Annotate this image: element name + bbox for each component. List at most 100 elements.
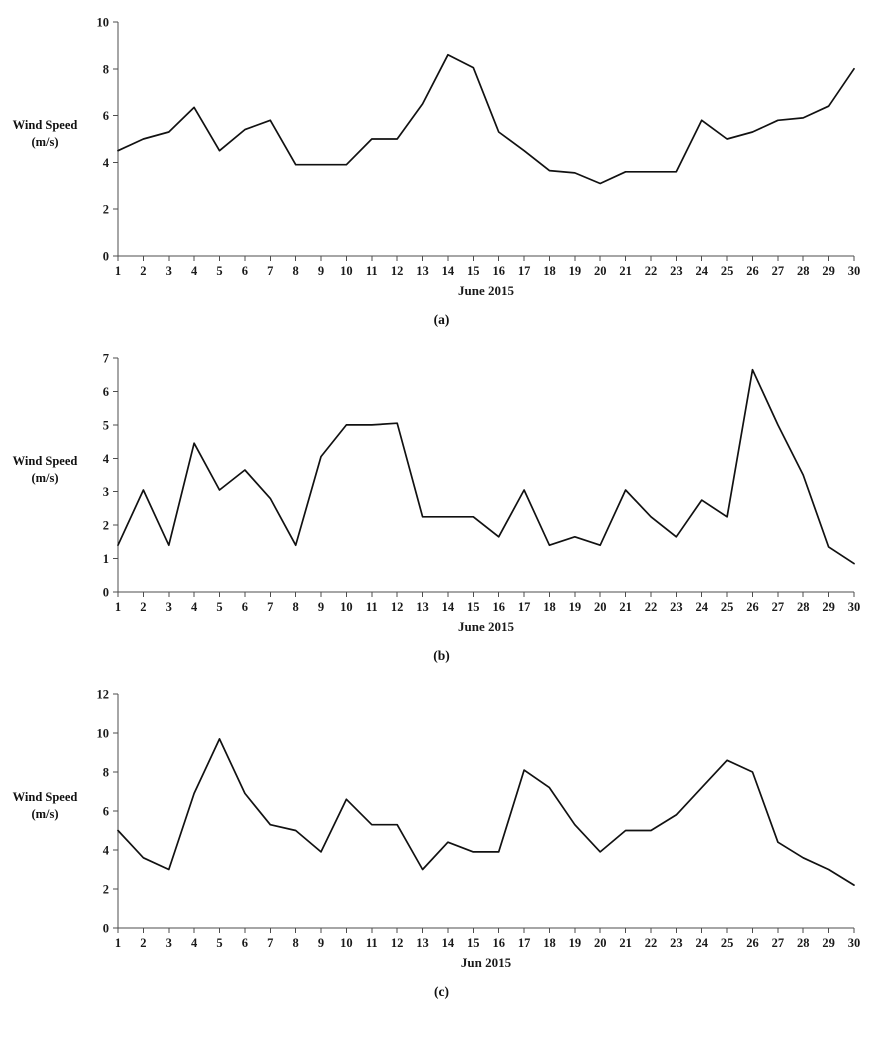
svg-text:9: 9 (318, 600, 324, 614)
svg-text:5: 5 (216, 936, 222, 950)
svg-text:16: 16 (492, 264, 505, 278)
svg-text:9: 9 (318, 936, 324, 950)
svg-text:16: 16 (492, 936, 505, 950)
chart-b-caption: (b) (433, 648, 450, 663)
chart-c-row: Wind Speed (m/s) 0 2 4 6 8 10 12 1 2 3 4 5 6 7 8 9 10 11 1… (10, 678, 873, 978)
svg-text:6: 6 (103, 385, 109, 399)
svg-text:6: 6 (103, 109, 109, 123)
chart-a-row: Wind Speed (m/s) 0 2 4 6 8 10 1 2 3 4 5 6 7 8 9 10 11 12 1… (10, 6, 873, 306)
svg-text:12: 12 (391, 936, 404, 950)
svg-text:7: 7 (267, 936, 273, 950)
chart-b-y-axis-title: Wind Speed (m/s) (10, 453, 80, 487)
svg-text:20: 20 (594, 600, 607, 614)
svg-text:20: 20 (594, 936, 607, 950)
svg-text:17: 17 (518, 600, 531, 614)
svg-text:30: 30 (848, 936, 861, 950)
svg-text:6: 6 (242, 600, 248, 614)
svg-text:2: 2 (103, 203, 109, 217)
svg-text:27: 27 (772, 264, 785, 278)
svg-text:4: 4 (191, 936, 198, 950)
svg-text:13: 13 (416, 264, 429, 278)
svg-text:21: 21 (619, 936, 632, 950)
svg-text:11: 11 (366, 936, 378, 950)
svg-text:25: 25 (721, 264, 734, 278)
svg-text:13: 13 (416, 936, 429, 950)
y-axis-title-line1: Wind Speed (12, 790, 78, 805)
svg-text:19: 19 (569, 936, 582, 950)
svg-text:14: 14 (442, 264, 455, 278)
svg-text:26: 26 (746, 264, 759, 278)
figure: Wind Speed (m/s) 0 2 4 6 8 10 1 2 3 4 5 6 7 8 9 10 11 12 1… (10, 6, 873, 1000)
svg-text:18: 18 (543, 264, 556, 278)
y-axis-title-line2: (m/s) (31, 807, 59, 821)
svg-text:24: 24 (695, 264, 708, 278)
svg-text:8: 8 (293, 264, 299, 278)
svg-text:10: 10 (97, 16, 110, 30)
svg-text:18: 18 (543, 936, 556, 950)
svg-text:29: 29 (822, 936, 835, 950)
svg-text:10: 10 (340, 600, 353, 614)
svg-text:3: 3 (103, 485, 109, 499)
svg-text:23: 23 (670, 600, 683, 614)
y-axis-title-line1: Wind Speed (12, 454, 78, 469)
svg-text:3: 3 (166, 264, 172, 278)
svg-text:15: 15 (467, 264, 480, 278)
svg-text:12: 12 (97, 688, 110, 702)
svg-text:June 2015: June 2015 (458, 619, 514, 634)
svg-text:6: 6 (242, 264, 248, 278)
svg-text:11: 11 (366, 600, 378, 614)
svg-text:30: 30 (848, 600, 861, 614)
svg-text:2: 2 (103, 519, 109, 533)
svg-text:24: 24 (695, 936, 708, 950)
svg-text:0: 0 (103, 586, 109, 600)
svg-text:1: 1 (115, 264, 121, 278)
svg-text:4: 4 (103, 452, 110, 466)
svg-text:21: 21 (619, 264, 632, 278)
svg-text:8: 8 (293, 936, 299, 950)
svg-text:6: 6 (242, 936, 248, 950)
svg-text:4: 4 (191, 600, 198, 614)
svg-text:25: 25 (721, 600, 734, 614)
svg-text:23: 23 (670, 264, 683, 278)
svg-text:6: 6 (103, 805, 109, 819)
svg-text:19: 19 (569, 264, 582, 278)
chart-c-caption: (c) (434, 984, 449, 999)
svg-text:0: 0 (103, 250, 109, 264)
svg-text:27: 27 (772, 600, 785, 614)
svg-text:23: 23 (670, 936, 683, 950)
svg-text:20: 20 (594, 264, 607, 278)
svg-text:14: 14 (442, 600, 455, 614)
y-axis-title-line2: (m/s) (31, 471, 59, 485)
svg-text:3: 3 (166, 600, 172, 614)
svg-text:11: 11 (366, 264, 378, 278)
svg-text:29: 29 (822, 600, 835, 614)
svg-text:2: 2 (140, 264, 146, 278)
svg-text:8: 8 (103, 62, 109, 76)
svg-text:13: 13 (416, 600, 429, 614)
svg-text:2: 2 (140, 600, 146, 614)
svg-text:3: 3 (166, 936, 172, 950)
svg-text:28: 28 (797, 936, 810, 950)
svg-text:21: 21 (619, 600, 632, 614)
chart-a-y-axis-title: Wind Speed (m/s) (10, 117, 80, 151)
chart-a: Wind Speed (m/s) 0 2 4 6 8 10 1 2 3 4 5 6 7 8 9 10 11 12 1… (10, 6, 873, 328)
y-axis-title-line1: Wind Speed (12, 118, 78, 133)
svg-text:16: 16 (492, 600, 505, 614)
svg-text:17: 17 (518, 936, 531, 950)
svg-text:2: 2 (140, 936, 146, 950)
svg-text:0: 0 (103, 922, 109, 936)
svg-text:22: 22 (645, 936, 658, 950)
svg-text:8: 8 (103, 766, 109, 780)
svg-text:12: 12 (391, 264, 404, 278)
svg-text:28: 28 (797, 600, 810, 614)
svg-text:7: 7 (267, 600, 273, 614)
svg-text:5: 5 (216, 264, 222, 278)
svg-text:22: 22 (645, 600, 658, 614)
svg-text:4: 4 (191, 264, 198, 278)
svg-text:17: 17 (518, 264, 531, 278)
chart-b-row: Wind Speed (m/s) 0 1 2 3 4 5 6 7 1 2 3 4 5 6 7 8 9 10 11 12… (10, 342, 873, 642)
chart-a-caption: (a) (433, 312, 450, 327)
